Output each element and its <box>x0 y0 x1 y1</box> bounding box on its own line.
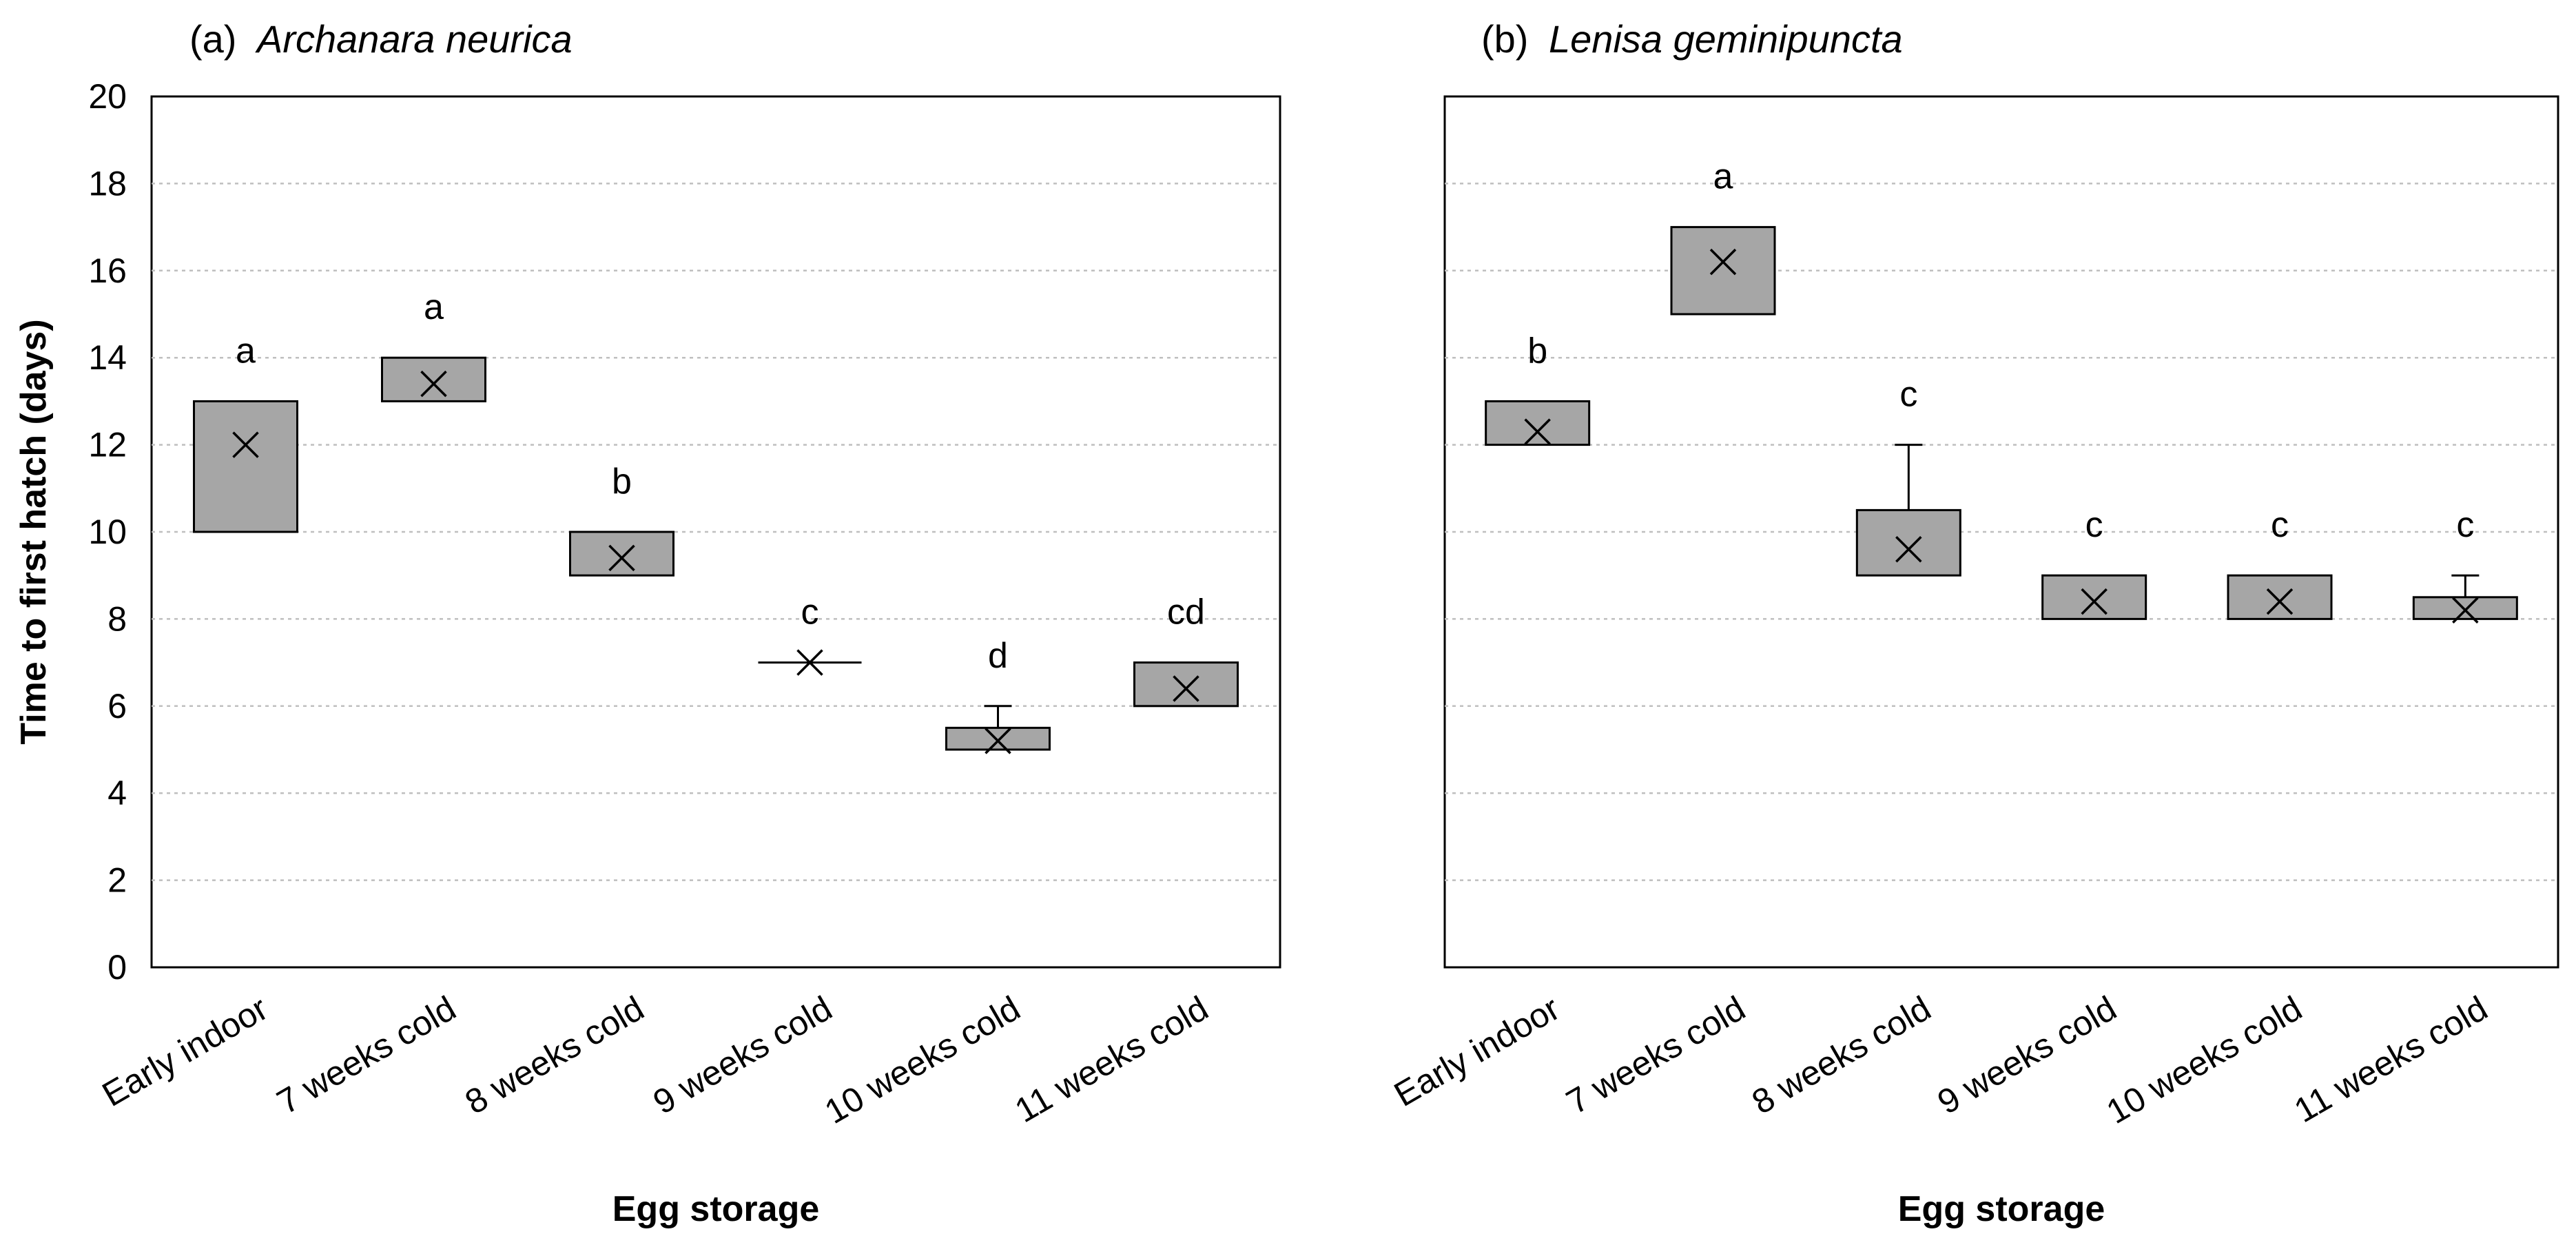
category-label: Early indoor <box>1388 989 1566 1114</box>
significance-letter: b <box>612 462 632 502</box>
y-tick-label: 6 <box>107 687 127 725</box>
category-label: 11 weeks cold <box>1009 989 1215 1130</box>
box-group-b-3: c <box>1855 375 1961 577</box>
y-axis-a: 0 2 4 6 8 10 12 14 16 18 20 <box>88 77 127 987</box>
y-tick-label: 2 <box>107 861 127 900</box>
box <box>2041 574 2147 620</box>
significance-letter: c <box>2085 505 2103 545</box>
category-label: 11 weeks cold <box>2288 989 2494 1130</box>
box-group-a-5: d <box>945 636 1051 754</box>
mean-marker <box>608 544 635 572</box>
y-tick-label: 20 <box>88 77 127 116</box>
category-label: 8 weeks cold <box>1746 989 1937 1122</box>
box <box>1133 661 1239 708</box>
gridlines-b <box>1445 183 2558 881</box>
significance-letter: c <box>2271 505 2289 545</box>
category-label: 8 weeks cold <box>459 989 650 1122</box>
x-axis-title-b: Egg storage <box>1898 1189 2105 1229</box>
y-tick-label: 14 <box>88 338 127 377</box>
box-group-b-6: c <box>2412 505 2518 624</box>
panel-title-a: (a) Archanara neurica <box>189 17 573 61</box>
significance-letter: c <box>2456 505 2474 545</box>
category-label: 9 weeks cold <box>1931 989 2123 1122</box>
box <box>569 531 674 577</box>
category-label: 10 weeks cold <box>818 989 1027 1131</box>
box-group-a-4: c <box>758 593 862 676</box>
box <box>193 400 298 533</box>
box-group-b-4: c <box>2041 505 2147 620</box>
mean-marker <box>1173 675 1199 702</box>
box <box>945 726 1051 751</box>
mean-marker <box>232 431 259 458</box>
category-label: 10 weeks cold <box>2100 989 2308 1131</box>
mean-marker <box>796 649 823 676</box>
mean-marker <box>2081 588 2108 615</box>
y-tick-label: 18 <box>88 164 127 203</box>
mean-marker <box>1524 418 1551 445</box>
box <box>1855 508 1961 577</box>
significance-letter: cd <box>1167 593 1205 632</box>
mean-marker <box>1895 536 1922 563</box>
box <box>2412 596 2518 620</box>
species-name-a: Archanara neurica <box>255 17 573 61</box>
box <box>2227 574 2333 620</box>
panel-title-b: (b) Lenisa geminipuncta <box>1481 17 1903 61</box>
gridlines-a <box>152 183 1280 881</box>
box-group-b-5: c <box>2227 505 2333 620</box>
box <box>1485 400 1591 446</box>
box <box>1670 226 1776 316</box>
category-label: 7 weeks cold <box>271 989 462 1122</box>
significance-letter: c <box>801 593 819 632</box>
mean-marker <box>2266 588 2294 615</box>
mean-marker <box>2452 597 2479 624</box>
y-tick-label: 4 <box>107 774 127 812</box>
category-label: Early indoor <box>96 989 274 1114</box>
y-tick-label: 8 <box>107 599 127 638</box>
box-group-a-6: cd <box>1133 593 1239 708</box>
significance-letter: a <box>424 287 444 327</box>
species-name-b: Lenisa geminipuncta <box>1549 17 1903 61</box>
significance-letter: b <box>1527 331 1547 371</box>
box-group-a-1: a <box>193 331 298 533</box>
significance-letter: d <box>988 636 1008 676</box>
box-group-b-2: a <box>1670 157 1776 316</box>
box <box>381 356 486 402</box>
panel-label-b: (b) <box>1481 17 1528 61</box>
box-group-a-2: a <box>381 287 486 402</box>
y-tick-label: 10 <box>88 513 127 551</box>
category-label: 9 weeks cold <box>647 989 838 1122</box>
y-tick-label: 16 <box>88 251 127 290</box>
boxes-b: b a c c c c <box>1485 157 2518 624</box>
box-group-a-3: b <box>569 462 674 577</box>
significance-letter: a <box>236 331 256 371</box>
mean-marker <box>985 728 1011 754</box>
box-group-b-1: b <box>1485 331 1591 446</box>
mean-marker <box>420 370 447 398</box>
significance-letter: c <box>1899 375 1917 415</box>
x-axis-title-a: Egg storage <box>612 1189 820 1229</box>
category-label: 7 weeks cold <box>1560 989 1751 1122</box>
panel-label-a: (a) <box>189 17 236 61</box>
mean-marker <box>1709 248 1737 276</box>
significance-letter: a <box>1713 157 1733 197</box>
y-axis-title: Time to first hatch (days) <box>14 319 54 744</box>
y-tick-label: 12 <box>88 426 127 464</box>
y-tick-label: 0 <box>107 948 127 987</box>
